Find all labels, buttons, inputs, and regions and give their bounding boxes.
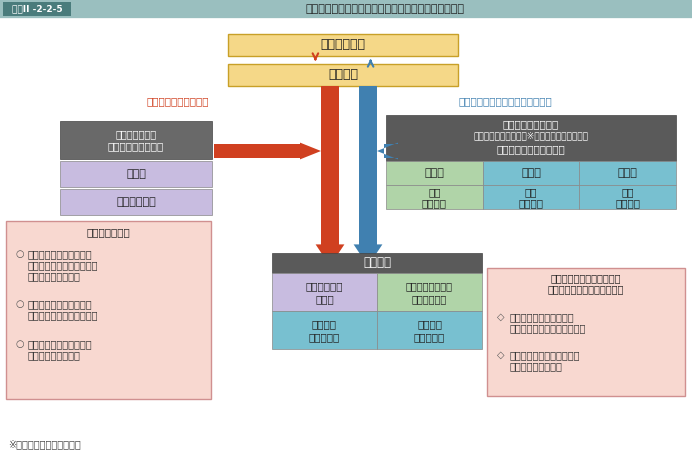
Text: 自衛隊に対する大臣の指: 自衛隊に対する大臣の指 xyxy=(28,299,93,309)
Text: 航空: 航空 xyxy=(621,187,634,197)
Text: 指揮官: 指揮官 xyxy=(315,294,334,304)
Text: 運用に関する指揮系統: 運用に関する指揮系統 xyxy=(147,96,209,106)
Polygon shape xyxy=(377,142,398,160)
Text: 関し、軍事専門的観点から: 関し、軍事専門的観点から xyxy=(28,260,98,270)
Text: 航空総隊: 航空総隊 xyxy=(417,319,442,329)
Text: 揮は、統幕長を通じて行う: 揮は、統幕長を通じて行う xyxy=(28,310,98,320)
Text: 陸・海・空幕長は運用時の: 陸・海・空幕長は運用時の xyxy=(510,350,581,360)
Text: 統合運用の基本: 統合運用の基本 xyxy=(86,227,130,237)
Text: 大臣を一元的に補佐: 大臣を一元的に補佐 xyxy=(28,271,81,281)
Text: 防衛大臣: 防衛大臣 xyxy=(328,69,358,82)
Text: 職務遂行に当たり密接に連携: 職務遂行に当たり密接に連携 xyxy=(548,284,624,294)
Bar xyxy=(0,0,692,18)
Bar xyxy=(386,115,676,161)
Text: フォース・プロバイダー: フォース・プロバイダー xyxy=(497,144,565,154)
Text: 令は、統幕長が執行: 令は、統幕長が執行 xyxy=(28,350,81,360)
Text: 自衛隊の運用体制及び統幕長と陸・海・空幕長の役割: 自衛隊の運用体制及び統幕長と陸・海・空幕長の役割 xyxy=(305,4,464,14)
Bar xyxy=(3,2,71,16)
Text: 自衛隊に対する大臣の命: 自衛隊に対する大臣の命 xyxy=(28,339,93,349)
Polygon shape xyxy=(354,86,383,266)
Bar xyxy=(579,185,676,209)
Text: ○: ○ xyxy=(16,249,24,259)
Bar xyxy=(6,221,211,399)
Text: 運用以外の隊務に関する指揮系統: 運用以外の隊務に関する指揮系統 xyxy=(458,96,552,106)
Bar xyxy=(60,121,212,159)
Bar xyxy=(386,185,482,209)
Text: ※統合訓練は統幕長の責任: ※統合訓練は統幕長の責任 xyxy=(8,439,81,449)
Text: 海幕長: 海幕長 xyxy=(521,168,541,178)
Text: 部隊運用以外の責任: 部隊運用以外の責任 xyxy=(503,119,559,129)
Text: 統幕長が自衛隊の運用に: 統幕長が自衛隊の運用に xyxy=(28,249,93,259)
Text: 陸上: 陸上 xyxy=(428,187,441,197)
Bar xyxy=(272,311,377,349)
Bar xyxy=(579,161,676,185)
Polygon shape xyxy=(316,86,345,266)
Polygon shape xyxy=(214,142,321,160)
Text: （人事、教育、訓練（※）、防衛力整備など）: （人事、教育、訓練（※）、防衛力整備など） xyxy=(473,131,588,141)
Text: 司令官など: 司令官など xyxy=(309,332,340,342)
Bar xyxy=(482,161,579,185)
Bar xyxy=(482,185,579,209)
Text: 空幕長: 空幕長 xyxy=(618,168,637,178)
Bar xyxy=(60,161,212,187)
Bar xyxy=(272,273,377,311)
Text: 方面総監など: 方面総監など xyxy=(412,294,447,304)
Text: 統合幕僚監部: 統合幕僚監部 xyxy=(116,197,156,207)
Text: 部隊運用の責任: 部隊運用の責任 xyxy=(116,129,156,139)
Text: かかわる統一的な方針を明示: かかわる統一的な方針を明示 xyxy=(510,323,586,333)
Text: 幕僚監部: 幕僚監部 xyxy=(422,198,447,208)
Text: ○: ○ xyxy=(16,339,24,349)
Text: 陸上総監司令官、: 陸上総監司令官、 xyxy=(406,281,453,291)
Text: 陸幕長: 陸幕長 xyxy=(424,168,444,178)
Bar xyxy=(487,268,685,396)
Text: 海上: 海上 xyxy=(525,187,537,197)
Bar xyxy=(228,64,458,86)
Text: 実動部隊: 実動部隊 xyxy=(363,256,391,270)
Text: ◇: ◇ xyxy=(497,312,504,322)
Bar xyxy=(272,253,482,273)
Text: 司令官など: 司令官など xyxy=(414,332,445,342)
Text: 自衛艦隊: 自衛艦隊 xyxy=(312,319,337,329)
Text: フォース・ユーザー: フォース・ユーザー xyxy=(108,141,164,151)
Text: ○: ○ xyxy=(16,299,24,309)
Bar xyxy=(377,273,482,311)
Text: 幕僚監部: 幕僚監部 xyxy=(518,198,543,208)
Bar xyxy=(386,161,482,185)
Text: 図表II -2-2-5: 図表II -2-2-5 xyxy=(12,5,62,13)
Bar xyxy=(377,311,482,349)
Text: 統合任務部隊: 統合任務部隊 xyxy=(306,281,343,291)
Bar xyxy=(228,34,458,56)
Text: 統幕長: 統幕長 xyxy=(126,169,146,179)
Text: 統幕長と陸・海・空幕長は: 統幕長と陸・海・空幕長は xyxy=(551,273,621,283)
Text: 統幕長は後方補給などに: 統幕長は後方補給などに xyxy=(510,312,574,322)
Text: 幕僚監部: 幕僚監部 xyxy=(615,198,640,208)
Bar xyxy=(60,189,212,215)
Text: 内閣総理大臣: 内閣総理大臣 xyxy=(320,39,365,52)
Text: 後方補給などを支援: 後方補給などを支援 xyxy=(510,361,563,371)
Text: ◇: ◇ xyxy=(497,350,504,360)
